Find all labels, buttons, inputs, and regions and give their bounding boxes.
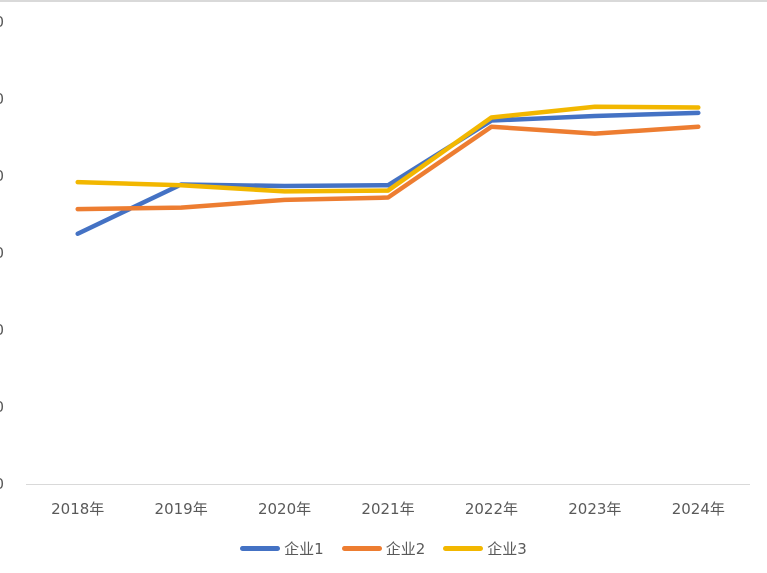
x-tick-label: 2024年 (672, 500, 725, 518)
legend-label: 企业2 (385, 539, 426, 558)
y-tick-label: 0 (0, 244, 4, 262)
y-tick-label: 0 (0, 321, 4, 339)
legend-label: 企业3 (487, 539, 527, 558)
y-axis-ticks: 0 0 0 0 0 0 0 (0, 13, 4, 493)
series-line-3 (75, 104, 701, 194)
x-tick-label: 2018年 (51, 500, 104, 518)
legend-item-3: 企业3 (443, 538, 527, 559)
series-lines (75, 104, 701, 236)
legend-swatch (240, 545, 281, 551)
y-tick-label: 0 (0, 90, 4, 108)
legend-label: 企业1 (284, 539, 324, 558)
legend-swatch (341, 545, 382, 551)
y-tick-label: 0 (0, 167, 4, 185)
x-tick-label: 2019年 (155, 500, 208, 518)
legend-item-1: 企业1 (240, 538, 324, 559)
legend: 企业1 企业2 企业3 (0, 536, 767, 560)
chart-top-border (0, 0, 767, 2)
x-tick-label: 2020年 (258, 500, 311, 518)
y-tick-label: 0 (0, 475, 4, 493)
legend-item-2: 企业2 (341, 538, 426, 559)
x-tick-label: 2023年 (568, 500, 621, 518)
x-tick-label: 2021年 (361, 500, 414, 518)
y-tick-label: 0 (0, 398, 4, 416)
x-axis-ticks: 2018年 2019年 2020年 2021年 2022年 2023年 2024年 (51, 500, 725, 518)
y-tick-label: 0 (0, 13, 4, 31)
legend-swatch (443, 545, 484, 551)
series-line-2 (75, 124, 701, 212)
x-tick-label: 2022年 (465, 500, 518, 518)
